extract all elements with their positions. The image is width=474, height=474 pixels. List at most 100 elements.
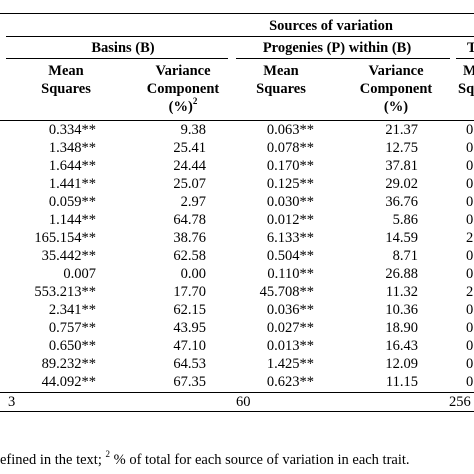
progeny-variance-component-cell: 5.86 (392, 212, 418, 228)
col-t-label-1-partial: M (463, 63, 474, 79)
third-group-value-partial-cell: 0 (466, 356, 474, 372)
basin-mean-squares-cell: 2.341** (48, 302, 96, 318)
basin-mean-squares-cell: 1.441** (48, 176, 96, 192)
progeny-mean-squares-cell: 0.504** (266, 248, 314, 264)
progeny-mean-squares-cell: 0.013** (266, 338, 314, 354)
col-p-mean-label-2: Squares (256, 81, 306, 97)
progeny-mean-squares-cell: 0.170** (266, 158, 314, 174)
third-group-value-partial-cell: 0 (466, 248, 474, 264)
col-t-label-2-partial: Sq (458, 81, 474, 97)
third-group-value-partial-cell: 0 (466, 302, 474, 318)
progeny-mean-squares-cell: 0.012** (266, 212, 314, 228)
df-progenies: 60 (236, 394, 251, 410)
progeny-variance-component-cell: 11.15 (385, 374, 418, 390)
basin-mean-squares-cell: 0.334** (48, 122, 96, 138)
third-group-value-partial-cell: 0 (466, 338, 474, 354)
third-group-underline (456, 58, 474, 59)
sources-underline (6, 36, 474, 37)
third-group-value-partial-cell: 0 (466, 374, 474, 390)
basin-variance-component-cell: 24.44 (173, 158, 206, 174)
basin-mean-squares-cell: 1.348** (48, 140, 96, 156)
col-p-var-label-3: (%) (383, 99, 409, 115)
progeny-variance-component-cell: 8.71 (392, 248, 418, 264)
basin-mean-squares-cell: 165.154** (34, 230, 96, 246)
progeny-variance-component-cell: 16.43 (385, 338, 418, 354)
basin-mean-squares-cell: 553.213** (34, 284, 96, 300)
progeny-variance-component-cell: 12.75 (385, 140, 418, 156)
col-p-var-label-1: Variance (368, 63, 424, 79)
progeny-mean-squares-cell: 45.708** (259, 284, 314, 300)
col-b-var-label-2: Component (146, 81, 220, 97)
basins-underline (6, 58, 228, 59)
progeny-mean-squares-cell: 0.078** (266, 140, 314, 156)
progeny-mean-squares-cell: 0.027** (266, 320, 314, 336)
table-bottom-rule (0, 411, 474, 412)
progeny-mean-squares-cell: 0.125** (266, 176, 314, 192)
col-p-var-label-2: Component (359, 81, 433, 97)
col-b-var-label-1: Variance (155, 63, 211, 79)
third-group-value-partial-cell: 0 (466, 320, 474, 336)
basin-variance-component-cell: 25.07 (173, 176, 206, 192)
table-top-rule (0, 13, 474, 14)
basin-mean-squares-cell: 89.232** (41, 356, 96, 372)
basin-variance-component-cell: 9.38 (180, 122, 206, 138)
progeny-mean-squares-cell: 1.425** (266, 356, 314, 372)
progeny-mean-squares-cell: 0.030** (266, 194, 314, 210)
basin-mean-squares-cell: 35.442** (41, 248, 96, 264)
basin-mean-squares-cell: 0.650** (48, 338, 96, 354)
header-progenies: Progenies (P) within (B) (262, 40, 412, 56)
col-b-var-label-3: (%)2 (168, 96, 198, 115)
basin-variance-component-cell: 25.41 (173, 140, 206, 156)
basin-variance-component-cell: 67.35 (173, 374, 206, 390)
basin-mean-squares-cell: 1.144** (48, 212, 96, 228)
basin-variance-component-cell: 47.10 (173, 338, 206, 354)
third-group-value-partial-cell: 0 (466, 266, 474, 282)
third-group-value-partial-cell: 0 (466, 194, 474, 210)
basin-variance-component-cell: 2.97 (180, 194, 206, 210)
basin-variance-component-cell: 0.00 (180, 266, 206, 282)
third-group-value-partial-cell: 0 (466, 212, 474, 228)
header-sources-of-variation: Sources of variation (269, 18, 393, 34)
progeny-variance-component-cell: 21.37 (385, 122, 418, 138)
third-group-value-partial-cell: 25 (466, 284, 474, 300)
basin-variance-component-cell: 64.53 (173, 356, 206, 372)
progenies-underline (236, 58, 450, 59)
basin-mean-squares-cell: 0.007 (63, 266, 96, 282)
basin-variance-component-cell: 38.76 (173, 230, 206, 246)
basin-mean-squares-cell: 1.644** (48, 158, 96, 174)
progeny-variance-component-cell: 14.59 (385, 230, 418, 246)
progeny-variance-component-cell: 37.81 (385, 158, 418, 174)
progeny-variance-component-cell: 12.09 (385, 356, 418, 372)
progeny-variance-component-cell: 11.32 (385, 284, 418, 300)
third-group-value-partial-cell: 0 (466, 176, 474, 192)
col-b-mean-label-2: Squares (41, 81, 91, 97)
df-basins: 3 (8, 394, 16, 410)
basin-mean-squares-cell: 44.092** (41, 374, 96, 390)
table-footnote: efined in the text; 2 % of total for eac… (0, 449, 410, 468)
basin-variance-component-cell: 64.78 (173, 212, 206, 228)
col-p-mean-label-1: Mean (263, 63, 299, 79)
basin-variance-component-cell: 62.15 (173, 302, 206, 318)
progeny-mean-squares-cell: 6.133** (266, 230, 314, 246)
progeny-variance-component-cell: 26.88 (385, 266, 418, 282)
progeny-mean-squares-cell: 0.110** (267, 266, 314, 282)
header-third-group-partial: T (467, 40, 474, 56)
basin-variance-component-cell: 17.70 (173, 284, 206, 300)
col-b-mean-label-1: Mean (48, 63, 84, 79)
progeny-variance-component-cell: 29.02 (385, 176, 418, 192)
basin-mean-squares-cell: 0.059** (48, 194, 96, 210)
third-group-value-partial-cell: 0 (466, 122, 474, 138)
third-group-value-partial-cell: 0 (466, 140, 474, 156)
progeny-variance-component-cell: 10.36 (385, 302, 418, 318)
basin-variance-component-cell: 43.95 (173, 320, 206, 336)
third-group-value-partial-cell: 0 (466, 158, 474, 174)
data-bottom-rule (0, 392, 474, 393)
header-basins: Basins (B) (91, 40, 155, 56)
progeny-mean-squares-cell: 0.623** (266, 374, 314, 390)
basin-mean-squares-cell: 0.757** (48, 320, 96, 336)
df-third-partial: 256 (449, 394, 471, 410)
basin-variance-component-cell: 62.58 (173, 248, 206, 264)
header-bottom-rule (0, 120, 474, 121)
progeny-variance-component-cell: 36.76 (385, 194, 418, 210)
